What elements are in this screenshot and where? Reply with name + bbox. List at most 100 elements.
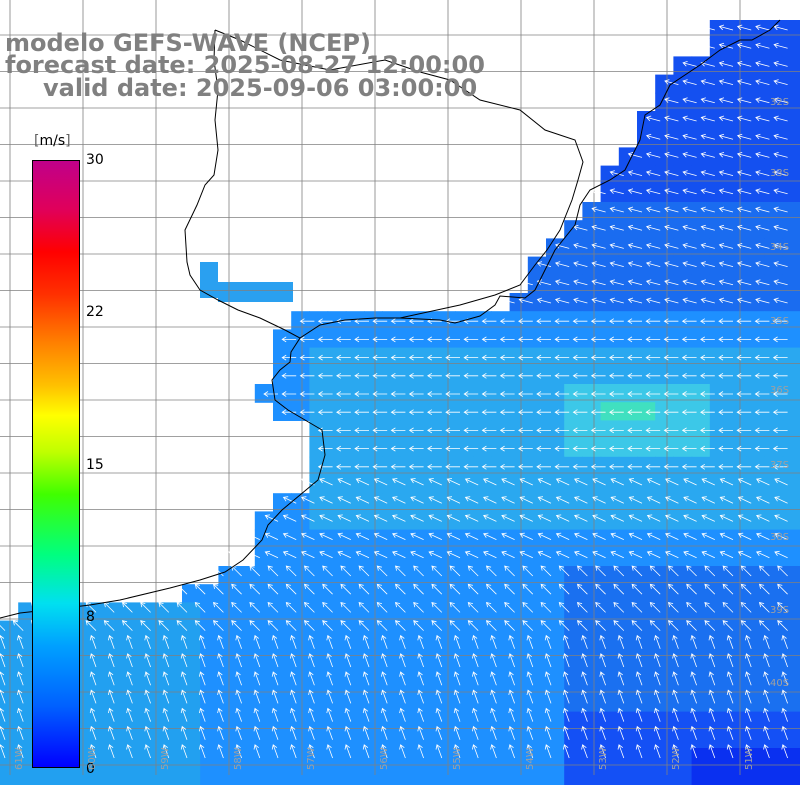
wind-arrow — [736, 42, 752, 49]
wind-cell — [163, 657, 183, 676]
wind-arrow — [199, 707, 206, 722]
wind-cell — [491, 638, 511, 658]
wind-cell — [728, 347, 747, 367]
wind-arrow — [499, 445, 515, 452]
colorbar-tick-22: 22 — [86, 304, 104, 320]
wind-arrow — [576, 601, 588, 613]
wind-cell — [182, 693, 201, 713]
wind-arrow — [672, 744, 679, 759]
wind-arrow — [667, 620, 679, 631]
wind-arrow — [449, 583, 461, 595]
wind-arrow — [627, 336, 642, 343]
wind-cell — [564, 766, 583, 785]
wind-cell — [782, 129, 800, 148]
wind-arrow — [449, 565, 461, 577]
wind-arrow — [555, 496, 570, 504]
wind-arrow — [231, 601, 242, 613]
wind-arrow — [518, 297, 533, 304]
wind-cell — [436, 511, 456, 531]
wind-arrow — [563, 634, 570, 649]
wind-arrow — [654, 725, 661, 740]
wind-cell — [327, 657, 347, 676]
wind-cell — [546, 347, 565, 367]
wind-speed-field — [0, 20, 800, 785]
wind-cell — [618, 766, 638, 785]
wind-cell — [163, 638, 183, 658]
wind-cell — [491, 529, 511, 549]
wind-arrow — [463, 409, 479, 416]
wind-arrow — [162, 634, 170, 649]
wind-arrow — [736, 24, 752, 31]
wind-cell — [473, 638, 492, 658]
wind-cell — [54, 766, 74, 785]
wind-arrow — [756, 550, 770, 559]
wind-arrow — [755, 170, 770, 176]
wind-arrow — [756, 496, 770, 504]
wind-arrow — [609, 391, 624, 397]
wind-arrow — [701, 532, 715, 540]
wind-cell — [455, 529, 474, 549]
wind-cell — [382, 657, 401, 676]
wind-cell — [473, 311, 492, 330]
wind-cell — [163, 748, 183, 767]
wind-cell — [291, 638, 310, 658]
wind-arrow — [591, 243, 606, 249]
wind-arrow — [89, 634, 97, 649]
wind-arrow — [358, 565, 370, 577]
wind-cell — [782, 675, 800, 694]
wind-cell — [291, 311, 310, 330]
wind-arrow — [572, 463, 588, 470]
wind-cell — [600, 529, 620, 549]
wind-arrow — [683, 496, 697, 504]
wind-arrow — [354, 354, 369, 361]
wind-arrow — [508, 725, 515, 740]
wind-cell — [673, 693, 693, 713]
wind-arrow — [410, 532, 424, 540]
wind-arrow — [672, 725, 679, 740]
wind-arrow — [773, 133, 788, 140]
wind-arrow — [303, 601, 315, 613]
wind-arrow — [140, 620, 151, 631]
wind-cell — [418, 493, 438, 512]
wind-arrow — [445, 336, 460, 343]
wind-arrow — [617, 634, 625, 649]
wind-arrow — [554, 297, 570, 304]
wind-cell — [254, 547, 274, 567]
wind-cell — [364, 511, 383, 531]
wind-arrow — [558, 565, 570, 577]
wind-cell — [418, 365, 438, 385]
wind-arrow — [754, 427, 770, 434]
wind-arrow — [481, 372, 497, 379]
wind-arrow — [267, 601, 279, 613]
wind-arrow — [665, 478, 679, 486]
wind-cell — [618, 711, 638, 731]
wind-arrow — [663, 372, 679, 379]
wind-arrow — [654, 634, 661, 649]
wind-cell — [691, 711, 711, 731]
wind-cell — [582, 748, 602, 767]
wind-cell — [345, 657, 365, 676]
wind-cell — [145, 657, 165, 676]
wind-arrow — [162, 707, 170, 722]
wind-cell — [746, 529, 765, 549]
wind-arrow — [483, 532, 497, 540]
wind-arrow — [663, 445, 679, 452]
wind-cell — [218, 638, 238, 658]
wind-arrow — [108, 725, 115, 740]
wind-cell — [582, 711, 602, 731]
wind-cell — [637, 657, 656, 676]
wind-arrow — [381, 671, 388, 686]
wind-arrow — [700, 42, 715, 49]
wind-arrow — [108, 634, 115, 649]
wind-cell — [709, 638, 729, 658]
wind-arrow — [591, 297, 606, 304]
wind-cell — [546, 766, 565, 785]
wind-arrow — [427, 463, 442, 470]
wind-arrow — [718, 372, 733, 379]
wind-arrow — [518, 463, 533, 470]
wind-cell — [364, 420, 383, 440]
wind-arrow — [526, 653, 534, 668]
wind-cell — [18, 766, 37, 785]
wind-arrow — [590, 463, 606, 470]
wind-cell — [764, 384, 784, 403]
